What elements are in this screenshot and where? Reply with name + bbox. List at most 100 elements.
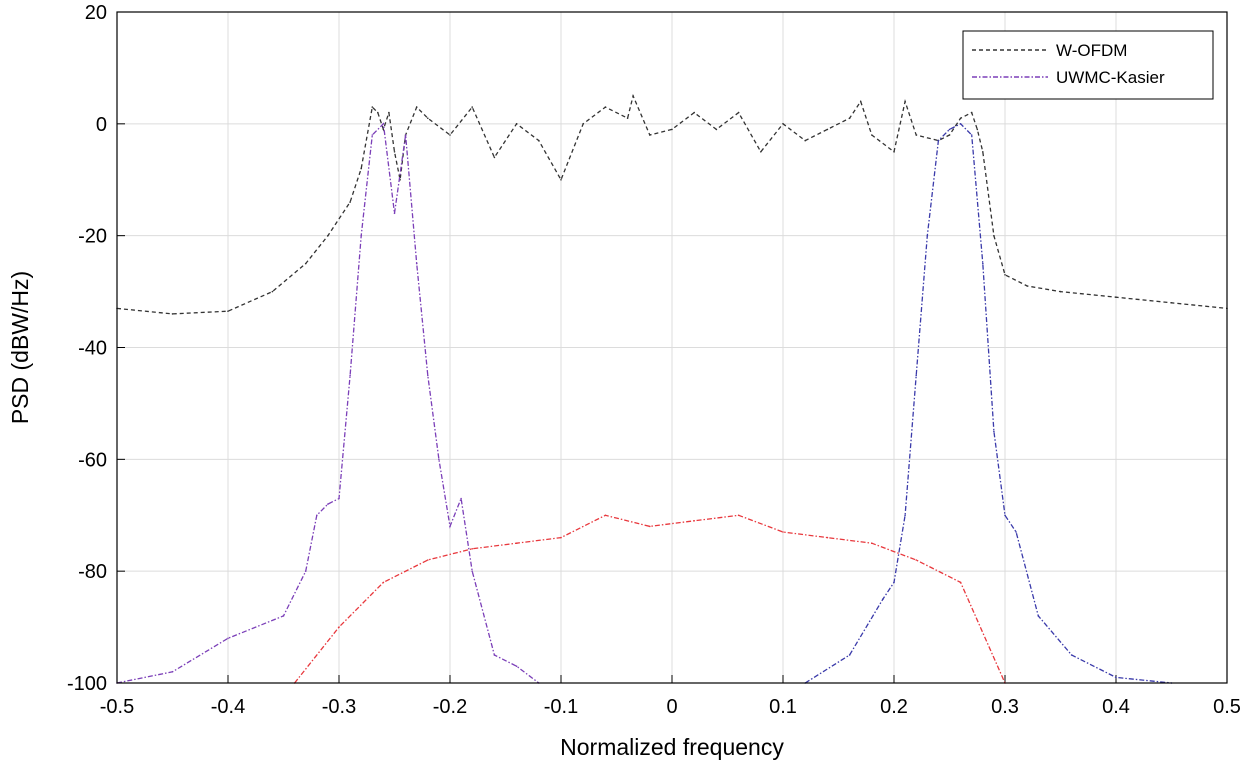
series-0-point: [427, 117, 429, 119]
series-0-point: [804, 139, 806, 142]
series-2-point: [848, 654, 851, 656]
x-tick-label: 0.2: [880, 696, 908, 718]
series-3-point: [871, 542, 873, 544]
y-tick-label: -60: [78, 449, 107, 471]
grid-lines: [116, 11, 1228, 684]
series-1-point: [338, 497, 340, 500]
x-tick-label: 0.1: [769, 696, 797, 718]
series-3-point: [471, 548, 474, 550]
series-0-point: [493, 156, 496, 159]
series-line-3: [294, 514, 1006, 684]
series-0-point: [1115, 296, 1117, 299]
series-2-point: [926, 234, 929, 237]
series-1-point: [438, 458, 440, 461]
plot-curves: [116, 93, 1228, 684]
series-1-point: [282, 615, 285, 617]
series-0-point: [948, 134, 951, 136]
series-0-point: [904, 100, 906, 103]
series-0-point: [626, 117, 629, 119]
series-0-point: [649, 134, 651, 136]
series-1-point: [382, 123, 385, 125]
series-1-point: [515, 665, 518, 667]
series-0-point: [604, 106, 607, 108]
plot-frame: [116, 11, 1228, 684]
series-0-point: [371, 106, 374, 108]
x-tick-label: -0.3: [322, 696, 356, 718]
series-0-point: [848, 117, 851, 119]
series-2-point: [1004, 514, 1006, 517]
series-1-point: [304, 570, 307, 572]
series-0-point: [560, 179, 562, 181]
series-1-point: [449, 525, 451, 528]
y-tick-label: 0: [96, 114, 107, 136]
series-0-point: [693, 111, 695, 114]
series-0-point: [859, 100, 862, 103]
series-1-point: [415, 262, 418, 265]
series-3-point: [737, 514, 740, 517]
series-2-point: [959, 123, 962, 125]
series-0-point: [227, 310, 229, 313]
series-2-point: [1015, 531, 1017, 533]
series-0-point: [377, 111, 379, 114]
y-tick-label: -100: [67, 673, 107, 695]
series-3-point: [560, 536, 562, 539]
y-tick-label: -40: [78, 338, 107, 360]
series-line-1: [116, 122, 540, 684]
series-1-point: [471, 570, 474, 572]
series-2-point: [937, 139, 940, 142]
legend-label-uwmc-kasier: UWMC-Kasier: [1056, 68, 1165, 87]
series-0-point: [632, 95, 634, 97]
series-0-point: [471, 106, 474, 108]
series-2-point: [982, 262, 984, 265]
series-1-point: [371, 134, 374, 136]
series-0-point: [1170, 302, 1173, 304]
series-0-point: [982, 151, 984, 153]
series-0-point: [327, 234, 329, 237]
series-2-point: [1037, 615, 1040, 617]
series-0-point: [582, 123, 584, 125]
series-0-point: [449, 134, 451, 136]
series-0-point: [349, 201, 351, 203]
tick-labels: -0.5 -0.4 -0.3 -0.2 -0.1 0 0.1 0.2 0.3 0.4 0.5 20 0 -…: [67, 2, 1241, 718]
legend-box: [962, 30, 1214, 100]
series-3-point: [693, 520, 695, 522]
x-tick-label: 0.5: [1213, 696, 1241, 718]
series-2-point: [915, 374, 917, 377]
series-0-point: [388, 111, 390, 114]
series-1-point: [327, 503, 329, 505]
legend-label-w-ofdm: W-OFDM: [1056, 41, 1127, 60]
legend: W-OFDM UWMC-Kasier: [962, 30, 1214, 100]
series-3-point: [604, 514, 607, 517]
series-0-point: [271, 290, 274, 293]
series-1-point: [349, 374, 351, 377]
series-3-point: [959, 581, 962, 584]
series-0-point: [360, 167, 363, 170]
series-0-point: [826, 128, 829, 131]
series-0-point: [715, 128, 718, 131]
series-1-point: [493, 654, 496, 656]
series-2-point: [1115, 676, 1117, 679]
series-0-point: [893, 151, 895, 153]
series-1-point: [404, 134, 407, 136]
series-2-point: [948, 128, 951, 131]
series-0-point: [1004, 274, 1006, 276]
x-tick-label: -0.4: [211, 696, 245, 718]
series-0-point: [871, 134, 873, 136]
series-2-point: [993, 430, 995, 433]
series-0-point: [970, 111, 973, 114]
series-0-point: [959, 117, 962, 119]
series-0-point: [382, 128, 385, 131]
series-0-point: [515, 123, 518, 125]
x-tick-label: -0.2: [433, 696, 467, 718]
x-tick-label: -0.5: [100, 696, 134, 718]
series-1-point: [360, 234, 363, 237]
series-0-point: [538, 139, 540, 142]
series-2-point: [904, 514, 906, 517]
series-0-point: [415, 106, 418, 108]
series-3-point: [427, 559, 429, 561]
x-tick-label: 0: [666, 696, 677, 718]
series-3-point: [915, 559, 917, 561]
series-3-point: [826, 536, 829, 539]
x-tick-label: 0.3: [991, 696, 1019, 718]
x-axis-label: Normalized frequency: [560, 734, 784, 760]
